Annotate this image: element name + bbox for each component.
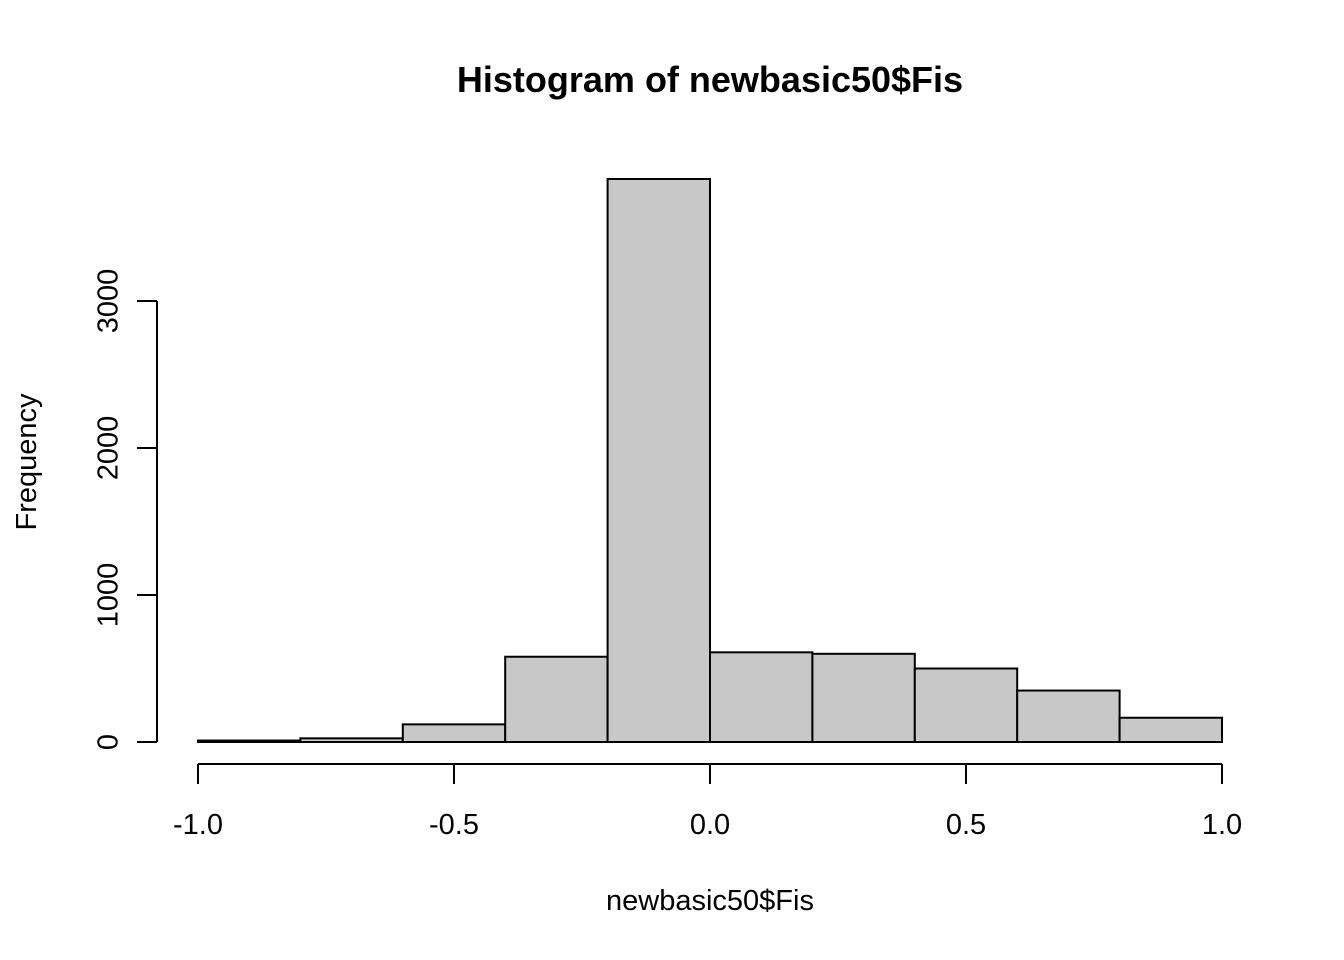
histogram-bar	[1118, 716, 1223, 743]
y-axis-label: Frequency	[11, 393, 43, 531]
y-axis: 0 1000 2000 3000	[93, 269, 158, 750]
x-tick-label: -1.0	[173, 809, 223, 841]
bars-group	[197, 177, 1223, 744]
histogram-bar	[197, 739, 302, 744]
y-tick-label: 0	[93, 734, 125, 750]
x-tick-label: -0.5	[429, 809, 479, 841]
histogram-bar	[401, 723, 507, 743]
y-tick-label: 3000	[93, 269, 125, 334]
histogram-bar	[1016, 689, 1121, 743]
x-axis-label: newbasic50$Fis	[606, 885, 814, 917]
chart-title: Histogram of newbasic50$Fis	[457, 59, 963, 100]
y-tick-label: 2000	[93, 416, 125, 481]
histogram-bar	[913, 667, 1019, 743]
histogram-bar	[606, 177, 711, 744]
x-axis: -1.0 -0.5 0.0 0.5 1.0	[173, 763, 1242, 841]
x-tick-label: 0.5	[946, 809, 986, 841]
histogram-bar	[709, 651, 814, 744]
x-tick-label: 1.0	[1202, 809, 1242, 841]
x-tick-label: 0.0	[690, 809, 730, 841]
histogram-bar	[504, 655, 609, 743]
y-tick-label: 1000	[93, 563, 125, 628]
histogram-bar	[811, 652, 916, 743]
histogram-bar	[299, 737, 404, 744]
